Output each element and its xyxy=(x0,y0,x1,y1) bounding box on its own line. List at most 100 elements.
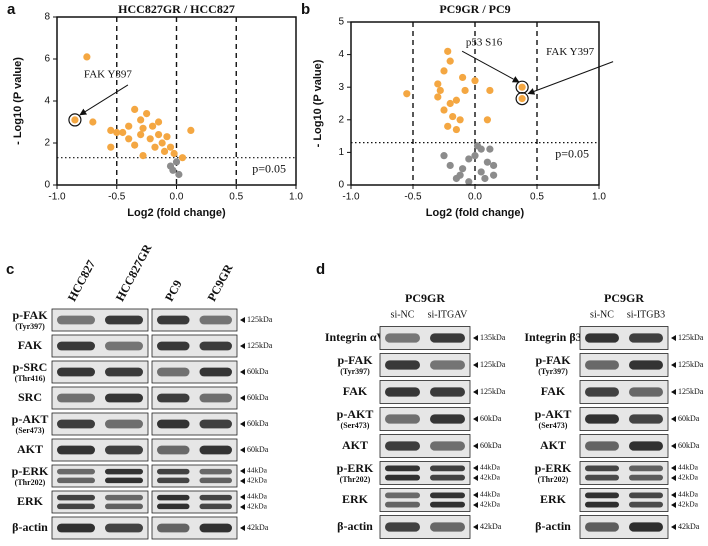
row-label: ERK xyxy=(342,492,369,506)
blot-strip xyxy=(579,380,669,404)
row-label: FAK xyxy=(343,384,368,398)
blot-strip xyxy=(151,516,238,540)
blot-strip xyxy=(379,326,471,350)
y-tick-label: 6 xyxy=(44,54,50,65)
band xyxy=(105,419,143,429)
marker-arrow xyxy=(671,465,676,471)
marker-label: 42kDa xyxy=(247,523,269,532)
band xyxy=(585,501,619,508)
data-point xyxy=(518,83,526,91)
data-point xyxy=(459,165,467,173)
data-point xyxy=(139,124,147,132)
blot-strip xyxy=(51,386,149,410)
row-label: FAK xyxy=(541,384,566,398)
band xyxy=(430,360,465,370)
band xyxy=(585,414,619,424)
y-tick-label: 0 xyxy=(338,180,344,191)
data-point xyxy=(125,122,133,130)
data-point xyxy=(486,86,494,95)
group-title: PC9GR xyxy=(604,291,644,305)
data-point xyxy=(490,171,498,179)
band xyxy=(105,468,143,475)
marker-arrow xyxy=(240,525,245,531)
significance-label: p=0.05 xyxy=(252,161,286,175)
band xyxy=(57,393,95,403)
blot-strip xyxy=(379,353,471,377)
y-tick-label: 5 xyxy=(338,17,344,28)
annotation: FAK Y397 xyxy=(84,68,132,80)
data-point xyxy=(137,116,145,124)
row-label: p-ERK xyxy=(535,461,572,475)
data-point xyxy=(461,86,469,95)
marker-arrow xyxy=(240,395,245,401)
data-point xyxy=(481,174,489,183)
band xyxy=(385,387,420,397)
data-point xyxy=(483,158,491,166)
marker-label: 60kDa xyxy=(480,441,502,450)
y-tick-label: 1 xyxy=(338,147,344,158)
marker-label: 42kDa xyxy=(247,502,268,511)
marker-arrow xyxy=(240,478,245,484)
band xyxy=(157,393,190,403)
marker-label: 125kDa xyxy=(480,360,506,369)
lane-label: HCC827 xyxy=(65,258,98,304)
band xyxy=(430,501,465,508)
row-label: p-FAK xyxy=(337,353,373,367)
marker-arrow xyxy=(240,421,245,427)
data-point xyxy=(119,128,127,137)
marker-arrow xyxy=(671,502,676,508)
band xyxy=(199,341,232,351)
data-point xyxy=(440,106,448,114)
blot-strip xyxy=(579,461,669,485)
band xyxy=(629,492,663,499)
band xyxy=(157,477,190,484)
data-point xyxy=(107,126,115,134)
band xyxy=(385,474,420,481)
row-sublabel: (Tyr397) xyxy=(538,367,568,376)
significance-label: p=0.05 xyxy=(555,146,589,160)
y-tick-label: 2 xyxy=(44,138,50,149)
band xyxy=(385,360,420,370)
row-label: AKT xyxy=(342,438,368,452)
marker-arrow xyxy=(671,362,676,368)
row-label: p-AKT xyxy=(535,407,572,421)
band xyxy=(157,367,190,377)
marker-arrow xyxy=(240,369,245,375)
marker-arrow xyxy=(671,335,676,341)
row-sublabel: (Thr202) xyxy=(538,475,569,484)
marker-arrow xyxy=(671,524,676,530)
band xyxy=(57,341,95,351)
blot-strip xyxy=(151,490,238,514)
band xyxy=(629,414,663,424)
lane-label: PC9 xyxy=(162,278,185,304)
x-tick-label: 0.5 xyxy=(530,192,544,203)
highlight-ring xyxy=(68,113,82,127)
data-point xyxy=(446,161,454,170)
group-title: PC9GR xyxy=(405,291,445,305)
band xyxy=(199,503,232,510)
marker-label: 44kDa xyxy=(480,463,501,472)
marker-arrow xyxy=(473,502,478,508)
blot-strip xyxy=(151,308,238,332)
data-point xyxy=(107,143,115,151)
marker-arrow xyxy=(240,447,245,453)
band xyxy=(199,445,232,455)
data-point xyxy=(143,110,151,118)
row-sublabel: (Thr202) xyxy=(340,475,371,484)
marker-arrow xyxy=(671,475,676,481)
band xyxy=(157,341,190,351)
row-label: Integrin αV xyxy=(325,330,386,344)
band xyxy=(585,474,619,481)
highlight-ring xyxy=(515,92,529,106)
marker-label: 60kDa xyxy=(480,414,502,423)
marker-label: 44kDa xyxy=(480,490,501,499)
marker-label: 42kDa xyxy=(480,473,501,482)
band xyxy=(199,494,232,501)
marker-label: 44kDa xyxy=(247,466,268,475)
data-point xyxy=(465,155,473,163)
band xyxy=(199,315,232,325)
band xyxy=(385,333,420,343)
marker-arrow xyxy=(473,475,478,481)
data-point xyxy=(71,116,79,124)
row-label: Integrin β3 xyxy=(524,330,581,344)
